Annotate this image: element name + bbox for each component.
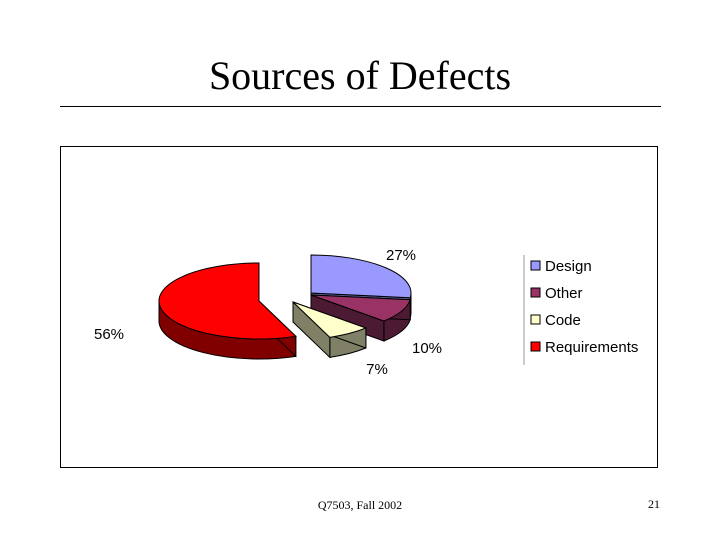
legend-label-design: Design <box>545 258 592 275</box>
legend-swatch-code <box>530 314 541 325</box>
title-divider <box>60 106 661 107</box>
legend-swatch-requirements <box>530 341 541 352</box>
footer-course-label: Q7503, Fall 2002 <box>317 498 403 512</box>
chart-frame: 27% 10% 7% 56% Design Other Code Requirements <box>60 146 658 468</box>
legend-swatch-other <box>530 287 541 298</box>
chart-legend: Design Other Code Requirements <box>523 255 638 365</box>
pie-slice-design <box>310 254 412 299</box>
pie-slice-code <box>292 301 368 338</box>
legend-label-requirements: Requirements <box>545 339 638 356</box>
pie-chart: 27% 10% 7% 56% Design Other Code Requirements <box>94 247 638 378</box>
slide-title: Sources of Defects <box>208 53 512 98</box>
data-label-design: 27% <box>386 247 416 264</box>
data-label-requirements: 56% <box>94 326 124 343</box>
page-number: 21 <box>648 497 660 511</box>
data-label-code: 7% <box>366 361 388 378</box>
legend-swatch-design <box>530 260 541 271</box>
pie-slice-other <box>310 294 411 322</box>
legend-label-code: Code <box>545 312 581 329</box>
pie-slice-requirements <box>158 262 297 340</box>
pie-tops <box>158 254 412 340</box>
legend-label-other: Other <box>545 285 583 302</box>
data-label-other: 10% <box>412 340 442 357</box>
